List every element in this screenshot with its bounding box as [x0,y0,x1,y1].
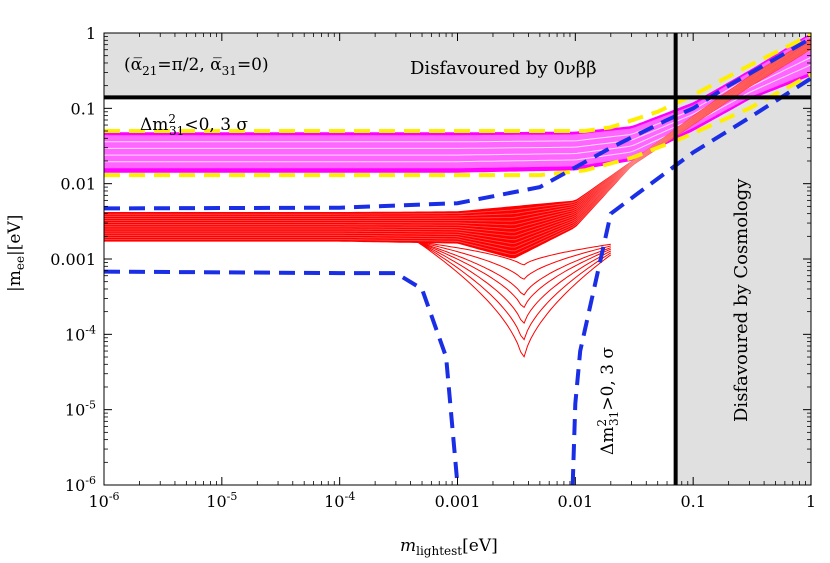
band-3-curve-11 [104,46,811,248]
band-2-curve-2 [104,49,811,149]
x-tick-label-2-exp: -4 [344,490,355,503]
no-label-main: Δm [598,427,618,455]
cosmology-region-label: Disfavoured by Cosmology [731,178,752,422]
band-3-curve-8 [104,44,811,237]
y-tick-label-1-base: 10 [65,401,85,420]
x-axis-ticks: 10-6 10-5 10-4 0.001 0.01 0.1 1 [88,33,816,511]
x-tick-label-0-exp: -6 [109,490,120,503]
phases-label-end: =0) [237,55,269,75]
band-3-curve-6 [104,42,811,230]
no-label-post: >0, 3 σ [598,347,618,411]
x-tick-label-1-base: 10 [206,492,226,511]
band-3-fill [104,38,811,259]
io-label-post: <0, 3 σ [184,115,248,135]
dashed-bound-4 [104,269,460,485]
y-tick-label-1-exp: -5 [85,399,96,412]
ovbb-region-label: Disfavoured by 0νββ [410,58,597,79]
band-3-curve-5 [104,42,811,226]
x-tick-label-1: 10-5 [206,490,237,511]
x-tick-label-0-base: 10 [88,492,108,511]
band-3-curve-3 [104,40,811,219]
y-tick-label-2-base: 10 [65,325,85,344]
phases-label: (α̅21=π/2, α̅31=0) [124,55,269,78]
x-tick-label-5-base: 0.1 [680,492,705,511]
x-tick-label-5: 0.1 [680,492,705,511]
band-3-curve-13 [104,48,811,256]
x-tick-label-4: 0.01 [558,492,594,511]
band-3-curve-1 [104,38,811,215]
io-label-main: Δm [140,115,168,135]
mass-bands [104,33,811,358]
band-3-curve-12 [104,47,811,252]
dashed-bound-2 [104,72,811,178]
y-axis-label-main: |m [5,270,25,292]
x-axis-label: mlightest[eV] [400,536,498,558]
x-tick-label-3-base: 0.001 [435,492,481,511]
y-tick-label-4: 0.01 [60,175,96,194]
x-tick-label-3: 0.001 [435,492,481,511]
y-axis-label: |mee|[eV] [5,215,27,292]
y-tick-label-2: 10-4 [65,323,96,344]
y-tick-label-5: 0.1 [71,99,96,118]
x-tick-label-0: 10-6 [88,490,119,511]
y-tick-label-5-base: 0.1 [71,99,96,118]
phases-label-sub1: 21 [142,64,157,78]
band-3-curve-7 [104,43,811,233]
phases-label-main: (α̅ [124,55,143,75]
dashed-bound-5 [570,76,811,485]
y-tick-label-6-base: 1 [86,24,96,43]
x-axis-label-unit: [eV] [462,536,498,556]
y-tick-label-3: 0.001 [50,250,96,269]
y-axis-label-unit: |[eV] [5,215,25,256]
no-label-sup: 2 [595,419,609,427]
y-tick-label-0-exp: -6 [85,474,96,487]
band-3-curve-9 [104,45,811,241]
dashed-bound-1 [104,33,811,133]
phases-label-sub2: 31 [222,64,237,78]
x-tick-label-4-base: 0.01 [558,492,594,511]
io-label: Δm2 31<0, 3 σ [140,112,248,138]
y-tick-label-3-base: 0.001 [50,250,96,269]
dashed-bound-3 [104,36,811,211]
y-tick-label-6: 1 [86,24,96,43]
phases-label-mid: =π/2, α̅ [157,55,222,75]
band-3-curve-10 [104,46,811,244]
y-tick-label-1: 10-5 [65,399,96,420]
no-label: Δm231>0, 3 σ [595,347,621,455]
x-tick-label-6: 1 [806,492,816,511]
dip-curve-2 [410,241,612,341]
x-tick-label-1-exp: -5 [227,490,238,503]
io-label-sup: 2 [168,112,176,126]
x-tick-label-6-base: 1 [806,492,816,511]
limit-lines [104,33,811,485]
y-tick-label-0: 10-6 [65,474,96,495]
band-3-curve-2 [104,39,811,217]
band-2-fill [104,34,811,169]
dip-curve-5 [410,241,611,296]
dashed-bounds [104,33,811,485]
no-label-sub: 31 [607,411,621,426]
dip-curve-7 [410,241,611,266]
y-tick-label-0-base: 10 [65,476,85,495]
dip-curve-6 [410,241,611,280]
x-tick-label-2-base: 10 [324,492,344,511]
band-3-curve-4 [104,41,811,222]
dip-curve-1 [410,241,612,358]
dip-curve-4 [410,241,611,309]
y-tick-label-2-exp: -4 [85,323,96,336]
y-tick-label-4-base: 0.01 [60,175,96,194]
dip-curve-3 [410,241,612,324]
x-tick-label-2: 10-4 [324,490,355,511]
x-axis-label-main: m [400,536,416,556]
io-label-sub: 31 [169,124,184,138]
x-axis-label-sub: lightest [416,544,462,558]
y-axis-label-sub: ee [13,256,27,270]
